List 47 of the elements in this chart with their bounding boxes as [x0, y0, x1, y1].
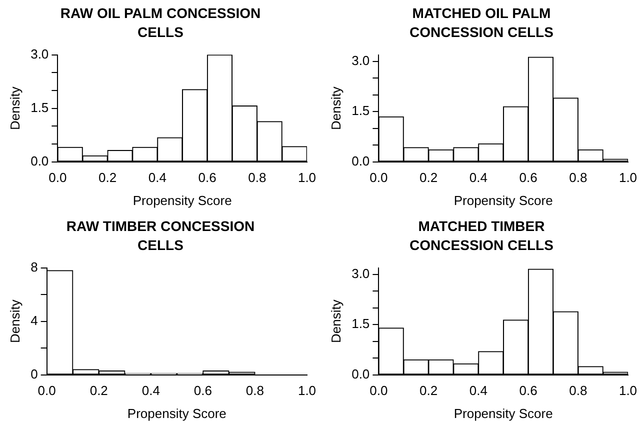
- x-axis-title: Propensity Score: [454, 406, 553, 421]
- y-tick-label: 3.0: [352, 53, 370, 68]
- x-tick-label: 0.6: [194, 383, 212, 398]
- x-tick-label: 0.0: [370, 170, 388, 186]
- x-axis-title: Propensity Score: [454, 192, 553, 208]
- chart-title: RAW TIMBER CONCESSION CELLS: [65, 217, 256, 255]
- x-tick-label: 0.0: [48, 170, 67, 186]
- x-tick-label: 0.8: [248, 170, 266, 186]
- y-tick-label: 3.0: [30, 46, 49, 62]
- x-tick-label: 0.6: [519, 383, 538, 398]
- x-tick-label: 0.8: [569, 383, 588, 398]
- x-tick-label: 0.2: [420, 383, 438, 398]
- y-tick-label: 4: [30, 312, 38, 328]
- x-tick-label: 0.2: [420, 170, 438, 186]
- x-tick-label: 1.0: [618, 170, 638, 186]
- x-tick-label: 0.4: [469, 170, 488, 186]
- y-axis-title: Density: [7, 299, 22, 343]
- x-tick-label: 0.6: [198, 170, 216, 186]
- x-tick-label: 0.6: [519, 170, 538, 186]
- y-tick-label: 1.5: [352, 316, 370, 332]
- x-tick-label: 0.0: [370, 383, 388, 398]
- x-tick-label: 0.8: [246, 383, 264, 398]
- x-tick-label: 0.8: [569, 170, 588, 186]
- x-axis-title: Propensity Score: [132, 192, 232, 208]
- x-tick-label: 0.4: [142, 383, 160, 398]
- y-axis-title: Density: [328, 299, 344, 343]
- x-tick-label: 0.2: [90, 383, 108, 398]
- y-tick-label: 1.5: [352, 103, 370, 118]
- y-axis-title: Density: [7, 86, 22, 130]
- chart-title: MATCHED TIMBER CONCESSION CELLS: [408, 217, 554, 255]
- x-tick-label: 0.4: [469, 383, 488, 398]
- chart-title: MATCHED OIL PALM CONCESSION CELLS: [408, 4, 554, 42]
- x-tick-label: 0.2: [98, 170, 117, 186]
- x-axis-title: Propensity Score: [127, 406, 226, 421]
- y-tick-label: 1.5: [30, 100, 49, 115]
- y-tick-label: 0: [30, 366, 38, 382]
- x-tick-label: 1.0: [298, 383, 316, 398]
- y-tick-label: 3.0: [352, 266, 370, 282]
- y-tick-label: 0.0: [30, 153, 49, 168]
- x-tick-label: 0.4: [148, 170, 166, 186]
- y-tick-label: 0.0: [352, 153, 370, 168]
- chart-title: RAW OIL PALM CONCESSION CELLS: [59, 4, 262, 42]
- y-tick-label: 0.0: [352, 366, 370, 382]
- y-tick-label: 8: [30, 259, 38, 274]
- x-tick-label: 1.0: [298, 170, 316, 186]
- x-tick-label: 1.0: [618, 383, 638, 398]
- y-axis-title: Density: [328, 86, 344, 130]
